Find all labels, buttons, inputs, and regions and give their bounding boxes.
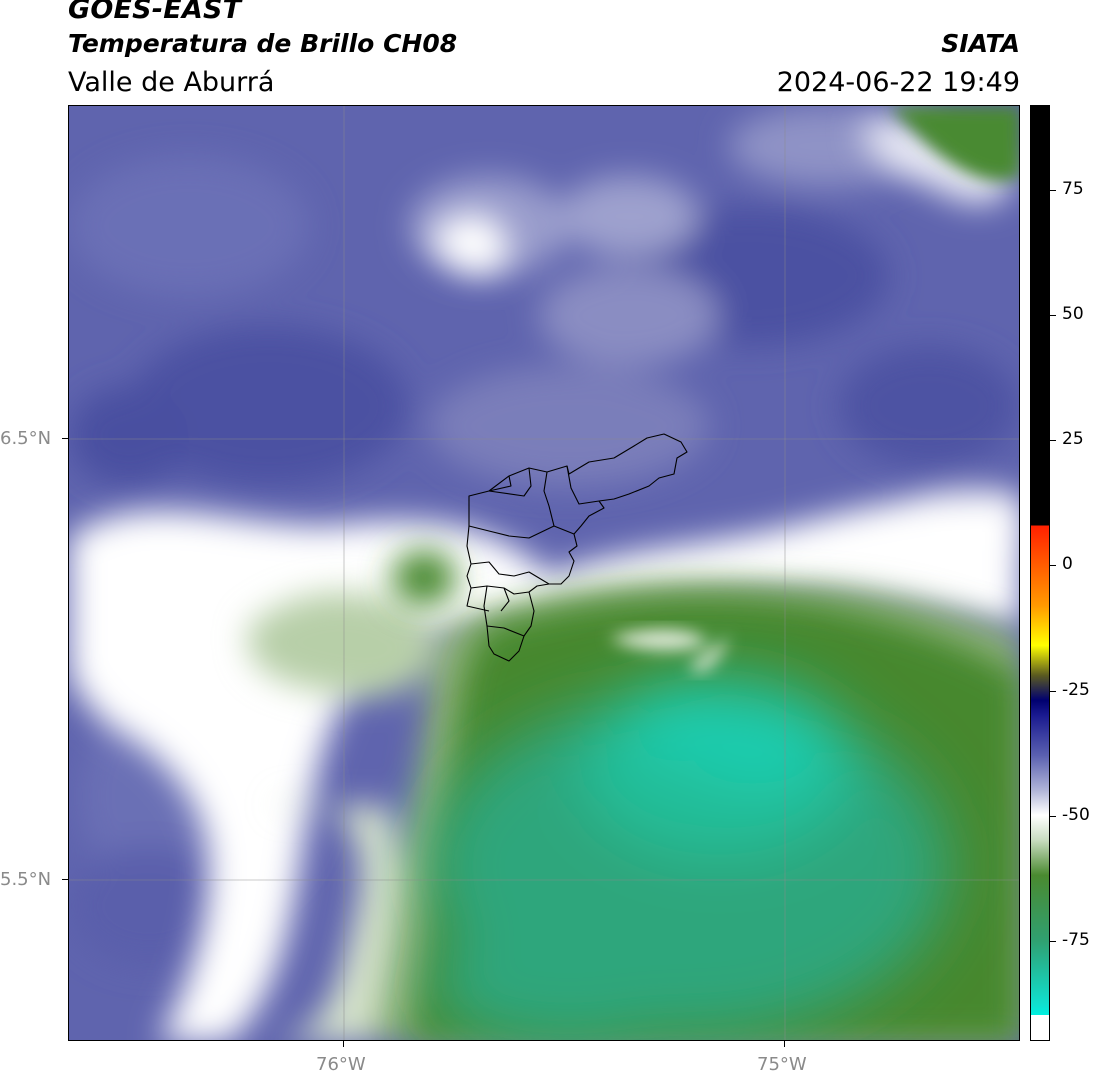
colorbar-tick-label: -50: [1062, 805, 1090, 825]
organization-label: SIATA: [941, 29, 1020, 58]
colorbar-tick: [1050, 565, 1056, 566]
product-title: Temperatura de Brillo CH08: [68, 29, 458, 58]
satellite-title: GOES-EAST: [68, 0, 242, 25]
lon-tick-75w: [784, 1041, 785, 1047]
satellite-map[interactable]: [68, 105, 1020, 1041]
colorbar-tick: [1050, 315, 1056, 316]
municipal-boundaries: [466, 433, 688, 662]
lat-label-6-5n: 6.5°N: [0, 428, 52, 449]
colorbar-gradient: [1031, 106, 1049, 1040]
colorbar-tick-label: 50: [1062, 304, 1084, 324]
colorbar-tick-label: -25: [1062, 680, 1090, 700]
colorbar-tick: [1050, 816, 1056, 817]
lon-label-75w: 75°W: [757, 1054, 807, 1075]
lat-tick-5-5n: [62, 879, 68, 880]
lat-tick-6-5n: [62, 438, 68, 439]
colorbar-tick-label: 75: [1062, 179, 1084, 199]
colorbar-tick-label: -75: [1062, 930, 1090, 950]
colorbar: [1030, 105, 1050, 1041]
lon-label-76w: 76°W: [316, 1054, 366, 1075]
region-label: Valle de Aburrá: [68, 67, 275, 98]
colorbar-tick: [1050, 941, 1056, 942]
colorbar-tick: [1050, 190, 1056, 191]
colorbar-tick-label: 0: [1062, 554, 1073, 574]
colorbar-tick: [1050, 440, 1056, 441]
lat-label-5-5n: 5.5°N: [0, 869, 52, 890]
datetime-label: 2024-06-22 19:49: [776, 67, 1020, 98]
colorbar-tick-label: 25: [1062, 429, 1084, 449]
colorbar-tick: [1050, 691, 1056, 692]
brightness-temperature-field: [69, 106, 1019, 1040]
lon-tick-76w: [343, 1041, 344, 1047]
